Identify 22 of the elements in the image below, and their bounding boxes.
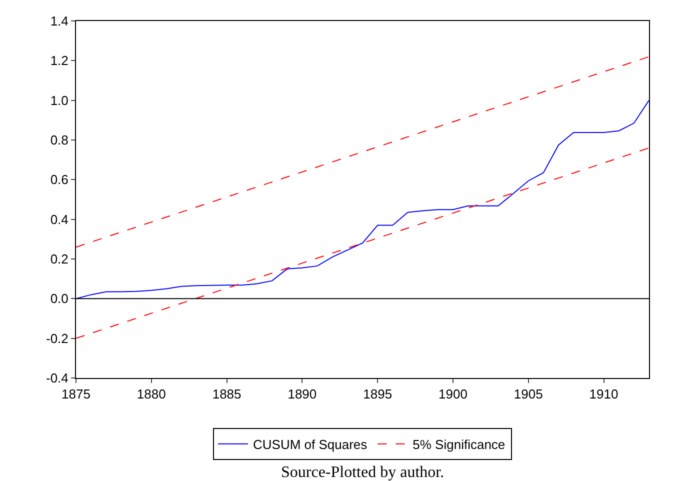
- legend-label: 5% Significance: [412, 437, 506, 452]
- legend-label: CUSUM of Squares: [253, 437, 368, 452]
- y-tick-label: 0.2: [50, 252, 68, 267]
- line-series: [76, 100, 649, 300]
- y-tick-label: -0.2: [46, 330, 68, 346]
- x-tick-label: 1890: [288, 386, 317, 402]
- y-tick-label: 0.4: [50, 212, 68, 227]
- y-tick-label: 0.6: [50, 172, 68, 188]
- x-tick-label: 1880: [136, 386, 166, 402]
- source-note: Source-Plotted by author.: [281, 464, 444, 481]
- y-tick-label: 1.4: [50, 14, 68, 29]
- y-tick-label: 0.0: [50, 291, 68, 306]
- x-tick-label: 1905: [514, 386, 543, 402]
- x-tick-label: 1875: [62, 386, 90, 402]
- x-tick-label: 1895: [363, 386, 392, 402]
- y-tick-label: -0.4: [46, 370, 68, 386]
- x-tick-label: 1910: [589, 386, 618, 402]
- x-tick-label: 1900: [438, 386, 468, 402]
- y-tick-label: 1.2: [50, 53, 68, 68]
- y-tick-label: 1.0: [50, 92, 68, 108]
- x-tick-label: 1885: [212, 386, 242, 402]
- y-tick-label: 0.8: [50, 132, 68, 148]
